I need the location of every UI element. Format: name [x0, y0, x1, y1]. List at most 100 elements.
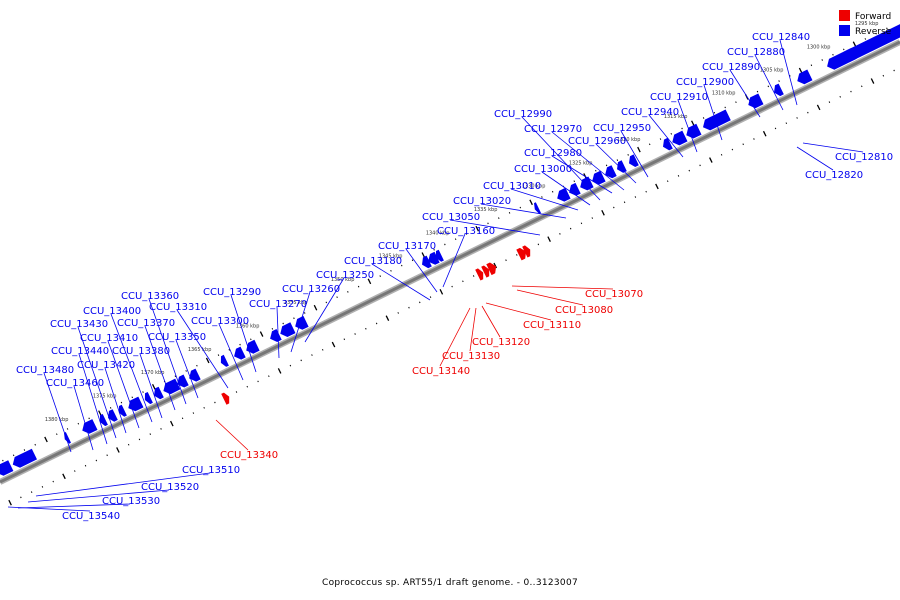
upper-major-tick: [259, 331, 264, 337]
lower-minor-tick: [95, 459, 98, 462]
upper-minor-tick: [681, 127, 683, 130]
leader-line: [304, 277, 345, 343]
gene-label: CCU_12840: [752, 32, 810, 43]
upper-minor-tick: [508, 211, 511, 214]
lower-minor-tick: [839, 95, 841, 98]
forward-gene-block: [522, 245, 531, 258]
upper-minor-tick: [616, 159, 619, 161]
upper-major-tick: [852, 41, 857, 47]
lower-minor-tick: [214, 401, 216, 404]
upper-minor-tick: [864, 38, 867, 40]
upper-minor-tick: [595, 169, 597, 172]
kbp-label: 1305 kbp: [760, 67, 784, 73]
lower-minor-tick: [559, 233, 561, 235]
upper-minor-tick: [778, 80, 780, 82]
lower-major-tick: [331, 341, 336, 348]
upper-minor-tick: [185, 370, 187, 372]
reverse-gene-block: [629, 154, 639, 167]
kbp-label: 1370 kbp: [141, 370, 165, 376]
lower-minor-tick: [375, 322, 378, 325]
upper-minor-tick: [487, 222, 489, 225]
gene-label: CCU_13540: [62, 511, 120, 522]
leader-line: [541, 171, 591, 206]
gene-label: CCU_13070: [585, 289, 643, 300]
upper-minor-tick: [217, 354, 220, 356]
gene-label: CCU_13370: [117, 318, 175, 329]
reverse-gene-block: [686, 123, 702, 139]
upper-minor-tick: [12, 454, 15, 457]
lower-minor-tick: [181, 417, 184, 420]
upper-minor-tick: [767, 85, 770, 88]
gene-label: CCU_13350: [148, 332, 206, 343]
gene-label: CCU_13460: [46, 378, 104, 389]
reverse-gene-block: [12, 448, 38, 468]
lower-minor-tick: [623, 201, 626, 204]
reverse-gene-block: [797, 69, 813, 85]
reverse-gene-block: [435, 249, 444, 262]
leader-line: [77, 326, 117, 439]
kbp-label: 1325 kbp: [569, 161, 593, 167]
kbp-scale-labels: 1295 kbp 1300 kbp 1305 kbp 1310 kbp 1315 kbp…: [45, 21, 879, 423]
upper-minor-tick: [34, 443, 36, 446]
lower-major-tick: [709, 157, 713, 163]
kbp-label: 1380 kbp: [45, 417, 69, 423]
lower-minor-tick: [688, 169, 691, 172]
upper-minor-tick: [756, 90, 759, 93]
gene-label: CCU_13340: [220, 450, 278, 461]
gene-label: CCU_13160: [437, 226, 495, 237]
reverse-gene-block: [270, 329, 282, 342]
lower-minor-tick: [742, 143, 744, 146]
leader-line: [405, 248, 438, 293]
upper-minor-tick: [2, 459, 4, 462]
gene-label: CCU_12900: [676, 77, 734, 88]
lower-minor-tick: [343, 338, 346, 341]
lower-minor-tick: [52, 480, 54, 483]
lower-minor-tick: [516, 254, 518, 256]
kbp-label: 1295 kbp: [855, 21, 879, 27]
leader-line: [480, 203, 567, 219]
gene-label: CCU_13120: [472, 337, 530, 348]
gene-label: CCU_13430: [50, 319, 108, 330]
lower-minor-tick: [257, 380, 259, 383]
forward-swatch: [839, 10, 850, 21]
reverse-gene-block: [703, 109, 731, 131]
lower-minor-tick: [311, 354, 313, 356]
gene-label: CCU_13300: [191, 316, 249, 327]
lower-minor-tick: [537, 243, 540, 246]
gene-label: CCU_13400: [83, 306, 141, 317]
gene-label: CCU_13170: [378, 241, 436, 252]
gene-label: CCU_13140: [412, 366, 470, 377]
reverse-gene-block: [580, 176, 594, 191]
lower-major-tick: [385, 315, 390, 321]
lower-major-tick: [62, 473, 66, 480]
lower-minor-tick: [785, 122, 788, 125]
lower-minor-tick: [796, 117, 798, 119]
leader-line: [521, 116, 601, 201]
reverse-gene-block: [99, 414, 108, 427]
upper-minor-tick: [325, 301, 328, 304]
upper-minor-tick: [444, 243, 446, 246]
upper-minor-tick: [250, 338, 252, 341]
leader-line: [276, 306, 280, 359]
gene-label: CCU_12810: [835, 152, 893, 163]
lower-major-tick: [439, 289, 444, 295]
kbp-label: 1365 kbp: [188, 347, 212, 353]
lower-major-tick: [277, 368, 282, 374]
kbp-label: 1345 kbp: [379, 254, 403, 260]
leader-line: [218, 323, 244, 381]
upper-major-tick: [798, 67, 803, 74]
upper-minor-tick: [821, 59, 823, 61]
lower-minor-tick: [84, 464, 87, 467]
upper-minor-tick: [702, 117, 705, 119]
leader-line: [7, 506, 91, 512]
upper-minor-tick: [875, 32, 877, 35]
gene-label: CCU_13130: [442, 351, 500, 362]
gene-label: CCU_13480: [16, 365, 74, 376]
leader-line: [595, 143, 637, 184]
gene-label: CCU_12950: [593, 123, 651, 134]
kbp-label: 1320 kbp: [617, 137, 641, 143]
upper-minor-tick: [390, 269, 392, 272]
lower-minor-tick: [472, 275, 475, 277]
gene-label: CCU_13260: [282, 284, 340, 295]
leader-line: [648, 114, 684, 158]
